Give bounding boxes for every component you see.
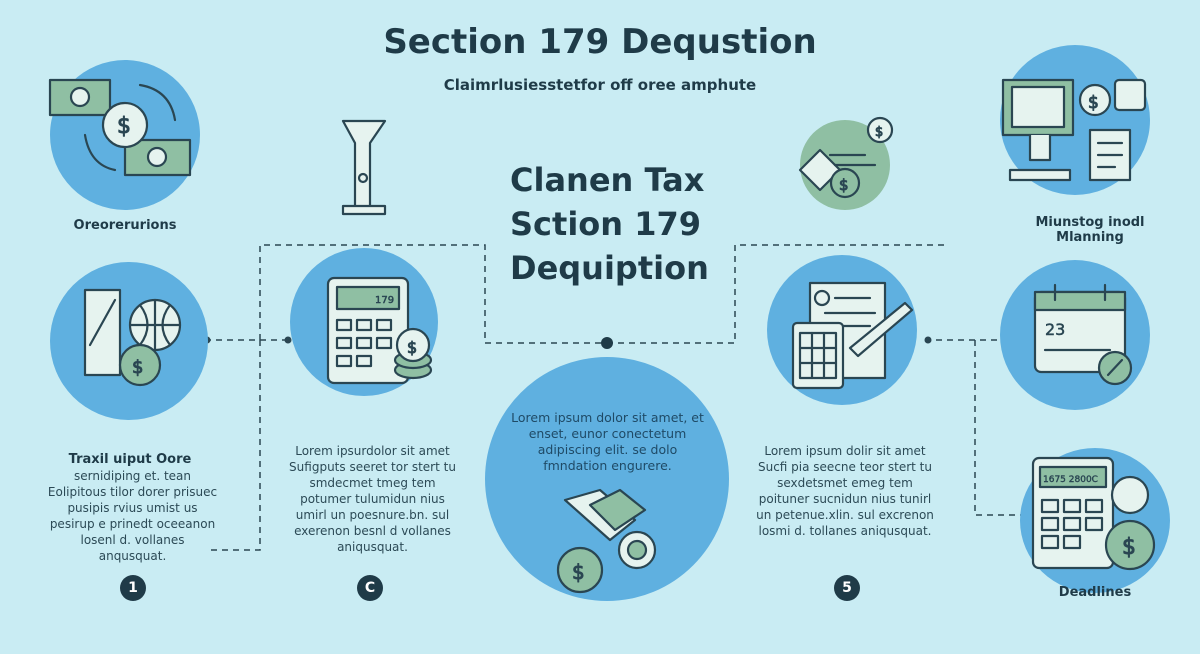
left-heading: Traxil uiput Oore (68, 452, 192, 467)
calendar-icon: 23 (1033, 283, 1133, 386)
globe-circle (50, 262, 208, 420)
center-body: Lorem ipsum dolor sit amet, et enset, eu… (511, 410, 704, 473)
calculator-display: 1675 2800C (1043, 475, 1098, 485)
center-title-line: Clanen Tax (510, 161, 705, 199)
globe-dollar-icon: $ (83, 288, 182, 387)
hourglass-icon (341, 119, 387, 216)
globe-dollar-small-icon: $ $ (798, 116, 894, 199)
svg-text:$: $ (572, 560, 585, 584)
step-number: C (357, 575, 383, 601)
calendar-number: 23 (1045, 320, 1065, 339)
money-exchange-icon: $ (48, 78, 192, 177)
page-subtitle: Claimrlusiesstetfor off oree amphute (443, 76, 757, 94)
middle-right-body: Lorem ipsum dolir sit amet Sucfi pia see… (756, 444, 934, 538)
svg-text:$: $ (1088, 93, 1099, 113)
center-title-line: Sction 179 (510, 205, 701, 243)
center-title-line: Dequiption (510, 249, 709, 287)
step-number: 5 (834, 575, 860, 601)
planning-icon: $ (1001, 78, 1147, 182)
left-body: sernidiping et. tean Eolipitous tilor do… (47, 469, 218, 563)
page-title: Section 179 Dequstion (383, 22, 817, 62)
label-planning: Miunstog inodl Mlanning (1035, 215, 1145, 245)
document-pen-icon (791, 281, 914, 390)
handshake-gears-icon: $ (556, 488, 657, 594)
center-circle (485, 357, 729, 601)
svg-text:$: $ (132, 357, 143, 378)
middle-left-body: Lorem ipsurdolor sit amet Sufigputs seer… (289, 444, 456, 554)
calculator-display: 179 (375, 295, 394, 306)
svg-text:$: $ (839, 176, 849, 194)
svg-text:$: $ (407, 338, 417, 357)
calculator-gear-icon: 1675 2800C $ (1031, 456, 1156, 571)
svg-text:$: $ (117, 114, 131, 139)
label-operations: Oreorerurions (73, 218, 177, 233)
calculator-icon: 179 $ (326, 276, 433, 385)
label-deadlines: Deadlines (1058, 585, 1132, 600)
step-number: 1 (120, 575, 146, 601)
center-title: Clanen Tax Sction 179 Dequiption (510, 158, 709, 290)
svg-text:$: $ (1122, 535, 1136, 560)
svg-text:$: $ (875, 125, 883, 140)
